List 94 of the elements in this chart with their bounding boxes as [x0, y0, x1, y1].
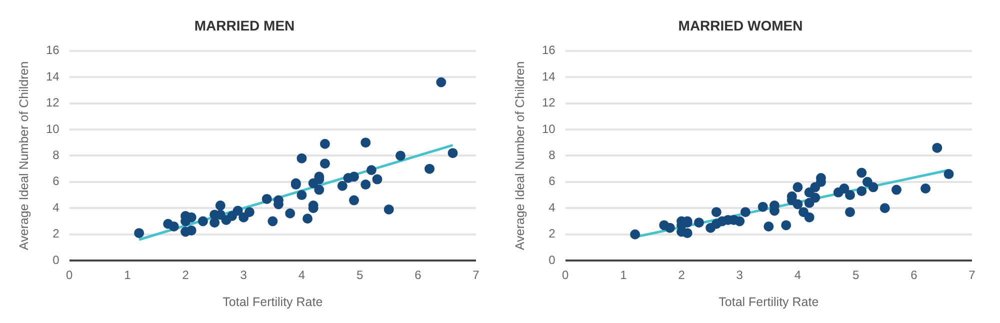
x-tick-label: 7: [472, 268, 480, 282]
y-axis-title: Average Ideal Number of Children: [16, 61, 31, 250]
x-tick-label: 6: [910, 268, 918, 282]
point: [694, 218, 704, 228]
point: [781, 220, 792, 230]
point: [296, 153, 307, 164]
x-axis-title: Total Fertility Rate: [222, 294, 323, 309]
x-axis-title: Total Fertility Rate: [718, 294, 819, 309]
y-tick-label: 16: [542, 43, 556, 58]
point: [436, 77, 446, 88]
x-tick-label: 7: [968, 268, 976, 282]
point: [711, 207, 722, 218]
point: [372, 174, 382, 184]
y-tick-label: 10: [46, 122, 60, 136]
point: [856, 168, 867, 178]
x-tick-label: 0: [562, 268, 570, 282]
point: [134, 228, 144, 238]
point: [932, 142, 942, 153]
point: [839, 183, 850, 194]
y-tick-label: 12: [542, 96, 556, 110]
y-tick-label: 2: [52, 226, 60, 241]
point: [856, 186, 867, 196]
point: [384, 204, 394, 214]
y-tick-label: 12: [46, 96, 60, 110]
y-tick-label: 14: [542, 69, 556, 84]
point: [262, 194, 272, 204]
point: [764, 222, 774, 232]
point: [630, 229, 640, 240]
point: [734, 216, 745, 226]
x-tick-label: 3: [240, 268, 248, 282]
point: [337, 180, 348, 191]
point: [880, 203, 890, 214]
point: [366, 165, 376, 176]
x-tick-label: 3: [736, 268, 744, 282]
point: [891, 184, 902, 195]
point: [845, 207, 856, 218]
y-tick-label: 8: [548, 148, 556, 162]
y-tick-label: 2: [548, 226, 556, 241]
chart-title: MARRIED WOMEN: [678, 17, 803, 34]
chart-title: MARRIED MEN: [194, 17, 295, 34]
point: [804, 212, 814, 222]
point: [664, 222, 675, 233]
point: [244, 207, 254, 218]
y-tick-label: 6: [548, 174, 556, 188]
x-tick-label: 1: [620, 268, 628, 282]
point: [424, 164, 435, 174]
y-tick-label: 0: [52, 252, 60, 267]
point: [868, 182, 878, 192]
point: [395, 150, 406, 161]
point: [302, 214, 313, 224]
point: [792, 199, 803, 210]
x-tick-label: 5: [852, 268, 860, 282]
point: [210, 218, 220, 228]
point: [360, 180, 371, 190]
point: [314, 184, 324, 195]
point: [285, 208, 296, 218]
point: [758, 202, 768, 212]
y-tick-label: 10: [542, 122, 556, 136]
x-tick-label: 4: [794, 268, 802, 282]
x-tick-label: 4: [298, 268, 306, 282]
point: [186, 225, 196, 236]
point: [920, 183, 931, 194]
point: [268, 216, 278, 226]
point: [232, 206, 243, 216]
point: [792, 182, 803, 192]
x-tick-label: 5: [356, 268, 364, 282]
y-tick-label: 6: [52, 174, 60, 188]
point: [682, 228, 692, 238]
point: [320, 158, 330, 169]
point: [360, 138, 371, 148]
x-tick-label: 2: [678, 268, 686, 282]
point: [168, 222, 179, 232]
x-tick-label: 0: [66, 268, 74, 282]
x-tick-label: 2: [182, 268, 190, 282]
y-tick-label: 14: [46, 69, 60, 84]
y-axis-title: Average Ideal Number of Children: [512, 61, 527, 250]
point: [198, 216, 208, 226]
y-tick-label: 0: [548, 252, 556, 267]
y-tick-label: 4: [52, 200, 60, 214]
point: [845, 190, 856, 200]
point: [349, 172, 360, 182]
y-tick-label: 8: [52, 148, 60, 162]
point: [944, 169, 954, 180]
x-tick-label: 1: [124, 268, 132, 282]
point: [810, 192, 820, 203]
point: [320, 138, 330, 149]
x-tick-label: 6: [414, 268, 422, 282]
point: [349, 195, 360, 206]
y-tick-label: 4: [548, 200, 556, 214]
point: [215, 200, 226, 211]
point: [740, 207, 750, 218]
point: [448, 148, 458, 158]
point: [296, 190, 307, 200]
y-tick-label: 16: [46, 43, 60, 58]
